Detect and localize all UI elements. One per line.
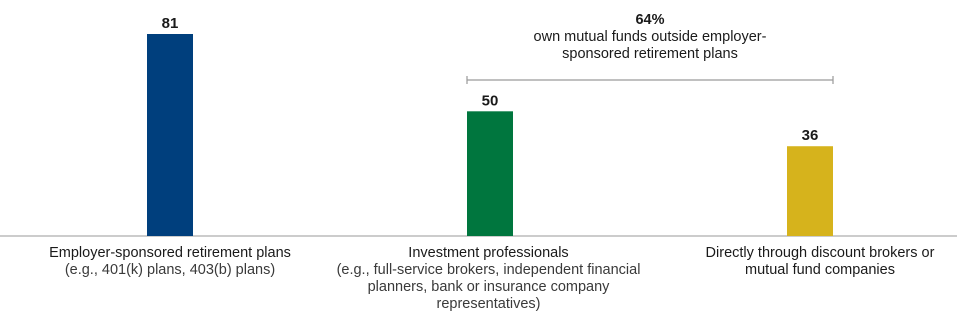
- category-note: (e.g., 401(k) plans, 403(b) plans): [64, 262, 276, 278]
- bar: [467, 111, 513, 236]
- category-name: Employer-sponsored retirement plans: [49, 245, 291, 261]
- annotation-text: own mutual funds outside employer-sponso…: [533, 29, 767, 62]
- category-name: Investment professionals: [408, 245, 569, 261]
- category-note: (e.g., full-service brokers, independent…: [336, 262, 641, 312]
- bar-value-label: 81: [162, 15, 179, 32]
- bar-value-label: 50: [482, 92, 499, 109]
- category-label-direct: Directly through discount brokers or mut…: [695, 245, 945, 279]
- bar: [147, 34, 193, 236]
- category-label-professionals: Investment professionals (e.g., full-ser…: [336, 245, 641, 313]
- bar-value-label: 36: [802, 127, 819, 144]
- annotation-bracket: [466, 76, 834, 84]
- annotation-percent: 64%: [635, 12, 665, 28]
- category-name: Directly through discount brokers or mut…: [705, 245, 935, 278]
- category-label-employer: Employer-sponsored retirement plans (e.g…: [20, 245, 320, 279]
- bar: [787, 146, 833, 236]
- annotation: 64% own mutual funds outside employer-sp…: [500, 12, 800, 63]
